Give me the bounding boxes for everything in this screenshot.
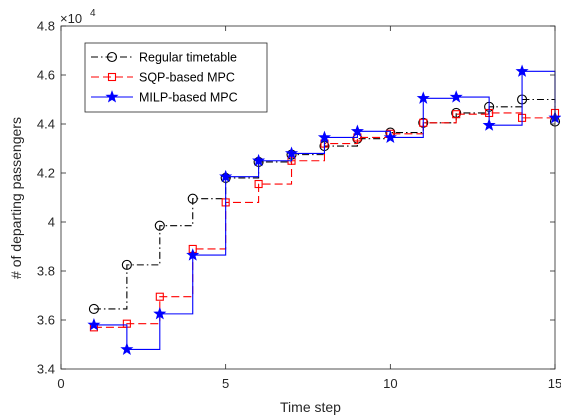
legend: Regular timetable SQP-based MPC MILP-based… [84,42,268,113]
data-point [154,220,165,231]
plot-area [87,64,561,355]
y-tick-label: 3.6 [37,313,55,328]
data-point [121,259,132,270]
legend-label: Regular timetable [139,51,237,65]
data-point [254,179,263,189]
y-axis-label: # of departing passengers [8,117,24,279]
y-axis-exponent: ×10 4 [60,8,96,26]
data-point [186,248,200,261]
data-point [285,146,299,159]
x-tick-label: 0 [57,376,64,391]
legend-label: MILP-based MPC [139,91,238,105]
y-tick-label: 4.4 [37,117,55,132]
data-point [452,110,461,119]
data-point [482,118,496,131]
data-point [252,153,266,167]
y-tick-label: 4.2 [37,166,55,181]
data-point [317,130,331,144]
legend-entry: MILP-based MPC [91,90,238,105]
data-point [449,90,463,103]
axis-ticks: 0 5 10 15 3.4 3.6 3.8 4 4.2 4.4 4.6 4.8 [37,19,561,392]
legend-entry: Regular timetable [91,51,237,65]
legend-label: SQP-based MPC [139,71,235,85]
data-point [219,169,233,183]
y-exponent-power: 4 [90,8,96,19]
x-tick-label: 15 [548,376,561,391]
x-tick-label: 10 [383,376,397,391]
y-tick-label: 3.8 [37,264,55,279]
axes-frame [60,25,556,370]
data-point [87,318,101,331]
y-tick-label: 4.6 [37,68,55,83]
data-point [88,303,99,315]
legend-marker [107,72,117,82]
y-tick-label: 4.8 [37,19,55,34]
x-tick-label: 5 [222,376,229,391]
y-tick-label: 3.4 [37,362,55,377]
data-point [416,91,430,104]
data-point [155,292,164,301]
y-exponent-base: ×10 [60,11,82,26]
data-point [120,342,134,355]
data-point [153,307,167,320]
legend-marker [105,90,119,103]
data-point [383,130,397,144]
legend-marker [106,51,118,63]
data-point [515,64,529,77]
x-axis-label: Time step [280,399,341,415]
y-tick-label: 4 [48,215,55,230]
data-point [187,193,198,204]
data-point [350,124,364,137]
legend-entry: SQP-based MPC [91,71,235,85]
